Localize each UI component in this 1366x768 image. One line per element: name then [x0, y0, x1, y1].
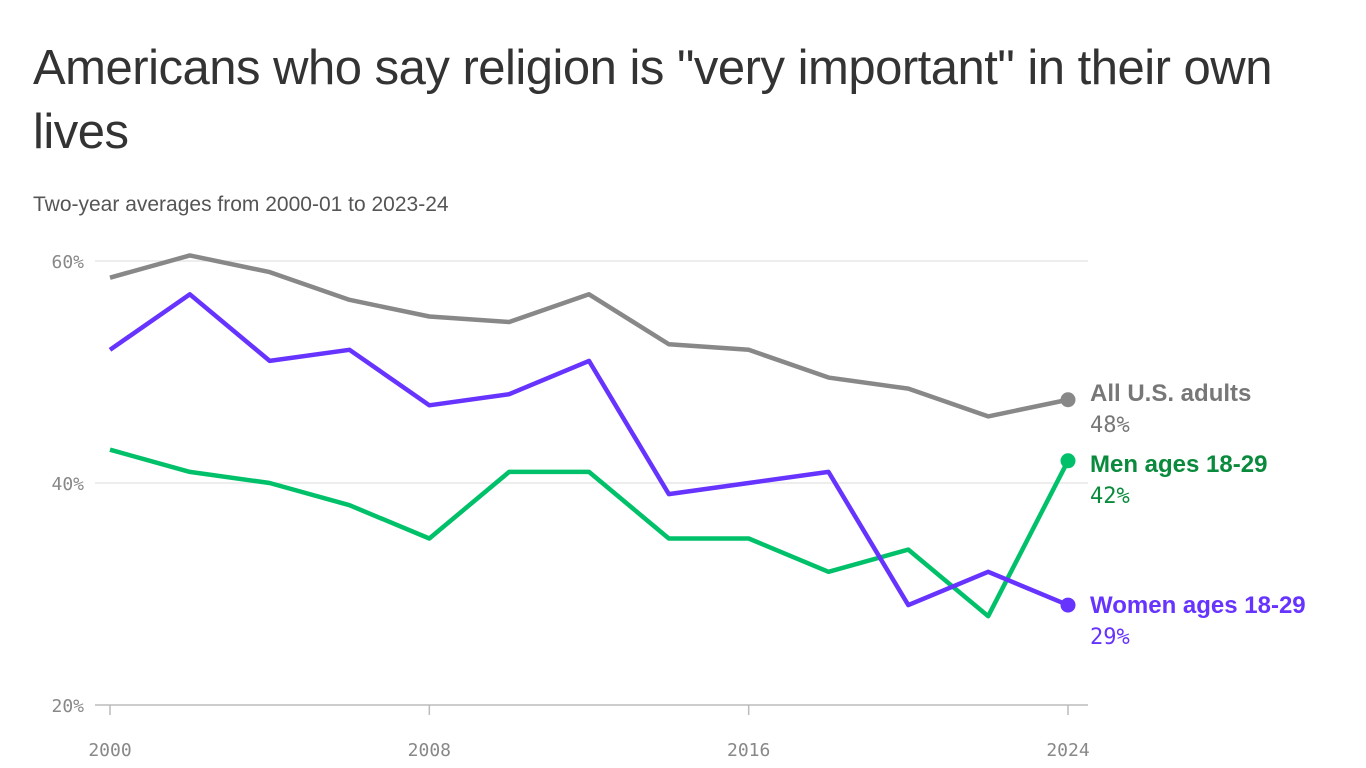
series-label: Women ages 18-29: [1090, 592, 1306, 619]
chart-title: Americans who say religion is "very impo…: [33, 41, 1272, 159]
series-end-value: 48%: [1090, 413, 1130, 438]
series-end-value: 29%: [1090, 625, 1130, 650]
series-label: All U.S. adults: [1090, 380, 1251, 407]
x-tick-label: 2016: [727, 740, 770, 761]
series-end-value: 42%: [1090, 484, 1130, 509]
chart-subtitle: Two-year averages from 2000-01 to 2023-2…: [33, 193, 449, 216]
series-line: [109, 253, 1069, 419]
x-tick-label: 2008: [408, 740, 451, 761]
series-line: [109, 447, 1071, 619]
series-label: Men ages 18-29: [1090, 451, 1267, 478]
end-point-marker: [1060, 392, 1076, 408]
x-tick-label: 2000: [88, 740, 131, 761]
end-point-marker: [1060, 453, 1076, 469]
y-tick-label: 20%: [51, 696, 84, 717]
y-tick-label: 40%: [51, 474, 84, 495]
y-tick-label: 60%: [51, 252, 84, 273]
end-point-marker: [1060, 597, 1076, 613]
x-tick-label: 2024: [1046, 740, 1089, 761]
series-line: [108, 292, 1069, 608]
